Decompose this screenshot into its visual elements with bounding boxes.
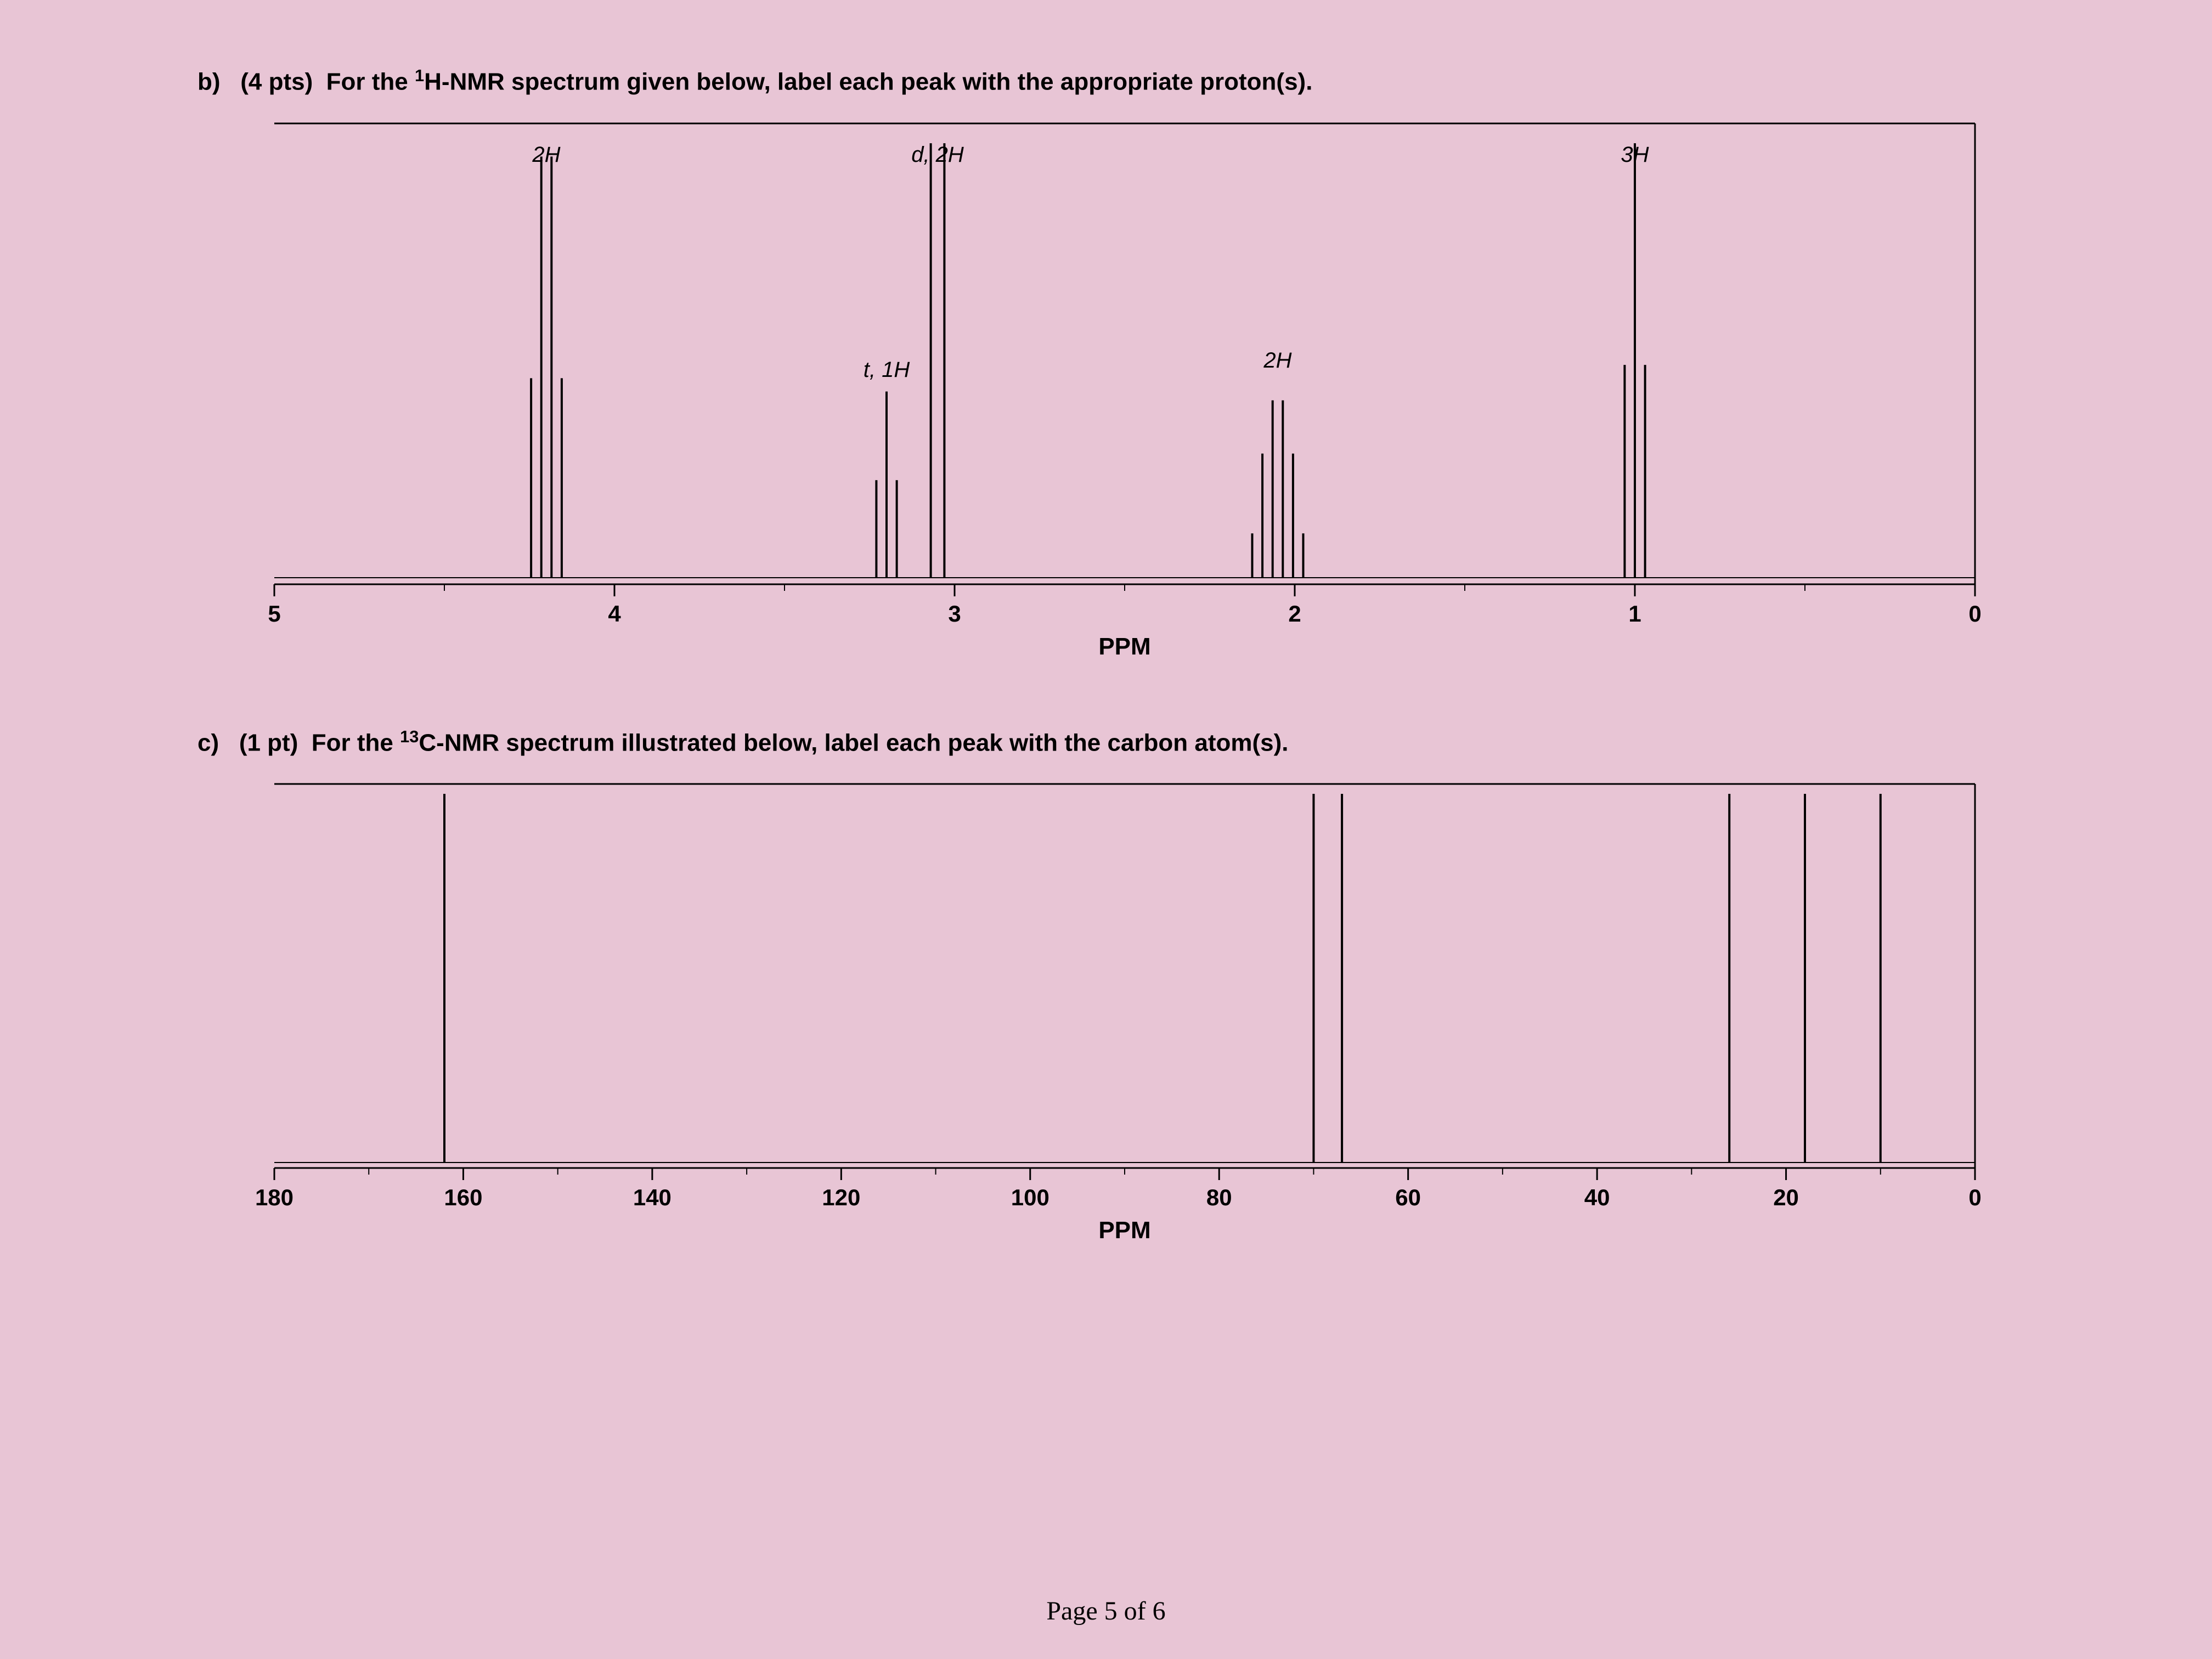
svg-text:0: 0: [1968, 601, 1981, 627]
question-c-prompt: c) (1 pt) For the 13C-NMR spectrum illus…: [198, 727, 2069, 757]
svg-text:5: 5: [268, 601, 280, 627]
question-c-label: c): [198, 729, 219, 756]
cnmr-spectrum: 180 160 140 120 100 80 60 40 20 0 PPM: [241, 773, 2069, 1245]
question-c-points: (1 pt): [239, 729, 298, 756]
question-b-points: (4 pts): [240, 69, 313, 95]
svg-text:180: 180: [255, 1184, 294, 1210]
question-c-text-1: For the: [312, 729, 400, 756]
svg-text:PPM: PPM: [1098, 633, 1150, 660]
cnmr-svg: 180 160 140 120 100 80 60 40 20 0 PPM: [241, 773, 1997, 1245]
svg-text:2H: 2H: [532, 143, 560, 167]
svg-text:PPM: PPM: [1098, 1217, 1150, 1244]
hnmr-spectrum: 5 4 3 2 1 0 PPM 2H d, 2H t, 1H 2H 3H: [241, 112, 2069, 661]
svg-text:20: 20: [1773, 1184, 1799, 1210]
question-c-text-2: C-NMR spectrum illustrated below, label …: [419, 729, 1288, 756]
hnmr-svg: 5 4 3 2 1 0 PPM 2H d, 2H t, 1H 2H 3H: [241, 112, 1997, 661]
worksheet-page: b) (4 pts) For the 1H-NMR spectrum given…: [0, 0, 2212, 1659]
question-b-text-2: H-NMR spectrum given below, label each p…: [424, 69, 1312, 95]
svg-text:160: 160: [444, 1184, 482, 1210]
svg-text:40: 40: [1584, 1184, 1610, 1210]
svg-text:140: 140: [633, 1184, 672, 1210]
svg-text:t, 1H: t, 1H: [864, 358, 910, 382]
svg-text:3H: 3H: [1621, 143, 1649, 167]
svg-text:80: 80: [1206, 1184, 1232, 1210]
svg-text:60: 60: [1395, 1184, 1421, 1210]
question-b-super: 1: [415, 66, 424, 85]
svg-text:d, 2H: d, 2H: [911, 143, 964, 167]
svg-text:3: 3: [948, 601, 961, 627]
svg-text:1: 1: [1628, 601, 1641, 627]
svg-text:2: 2: [1288, 601, 1301, 627]
svg-text:0: 0: [1968, 1184, 1981, 1210]
question-b-text-1: For the: [326, 69, 415, 95]
question-b-prompt: b) (4 pts) For the 1H-NMR spectrum given…: [198, 66, 2069, 96]
svg-text:120: 120: [822, 1184, 860, 1210]
svg-text:2H: 2H: [1263, 348, 1291, 373]
page-footer: Page 5 of 6: [0, 1596, 2212, 1626]
question-b-label: b): [198, 69, 221, 95]
svg-text:4: 4: [608, 601, 621, 627]
question-c-super: 13: [400, 727, 419, 746]
svg-text:100: 100: [1011, 1184, 1049, 1210]
